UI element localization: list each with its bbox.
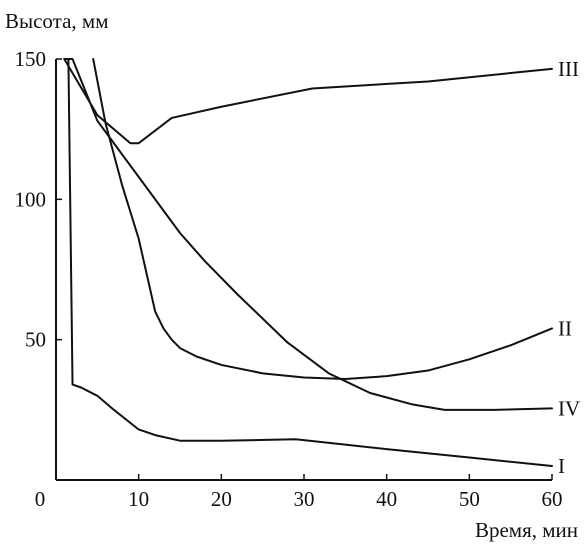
series-line-II bbox=[92, 58, 553, 380]
x-tick-label: 10 bbox=[128, 487, 149, 511]
series-lines bbox=[63, 58, 553, 467]
x-tick-label: 50 bbox=[459, 487, 480, 511]
series-label-I: I bbox=[558, 454, 565, 478]
x-tick-label: 30 bbox=[294, 487, 315, 511]
series-label-IV: IV bbox=[558, 396, 580, 420]
y-axis-title: Высота, мм bbox=[5, 9, 109, 33]
x-tick-label: 60 bbox=[542, 487, 563, 511]
series-label-II: II bbox=[558, 316, 572, 340]
x-axis-title: Время, мин bbox=[475, 518, 578, 542]
x-tick-label: 0 bbox=[35, 487, 46, 511]
y-tick-label: 150 bbox=[15, 47, 47, 71]
y-tick-label: 100 bbox=[15, 187, 47, 211]
series-line-IV bbox=[63, 58, 553, 411]
series-line-I bbox=[67, 58, 553, 467]
x-tick-label: 40 bbox=[376, 487, 397, 511]
x-tick-label: 20 bbox=[211, 487, 232, 511]
y-tick-label: 50 bbox=[25, 328, 46, 352]
series-label-III: III bbox=[558, 57, 579, 81]
series-line-III bbox=[63, 58, 553, 145]
axis-ticks: 0 10 20 30 40 50 60 50 100 150 bbox=[15, 47, 563, 511]
